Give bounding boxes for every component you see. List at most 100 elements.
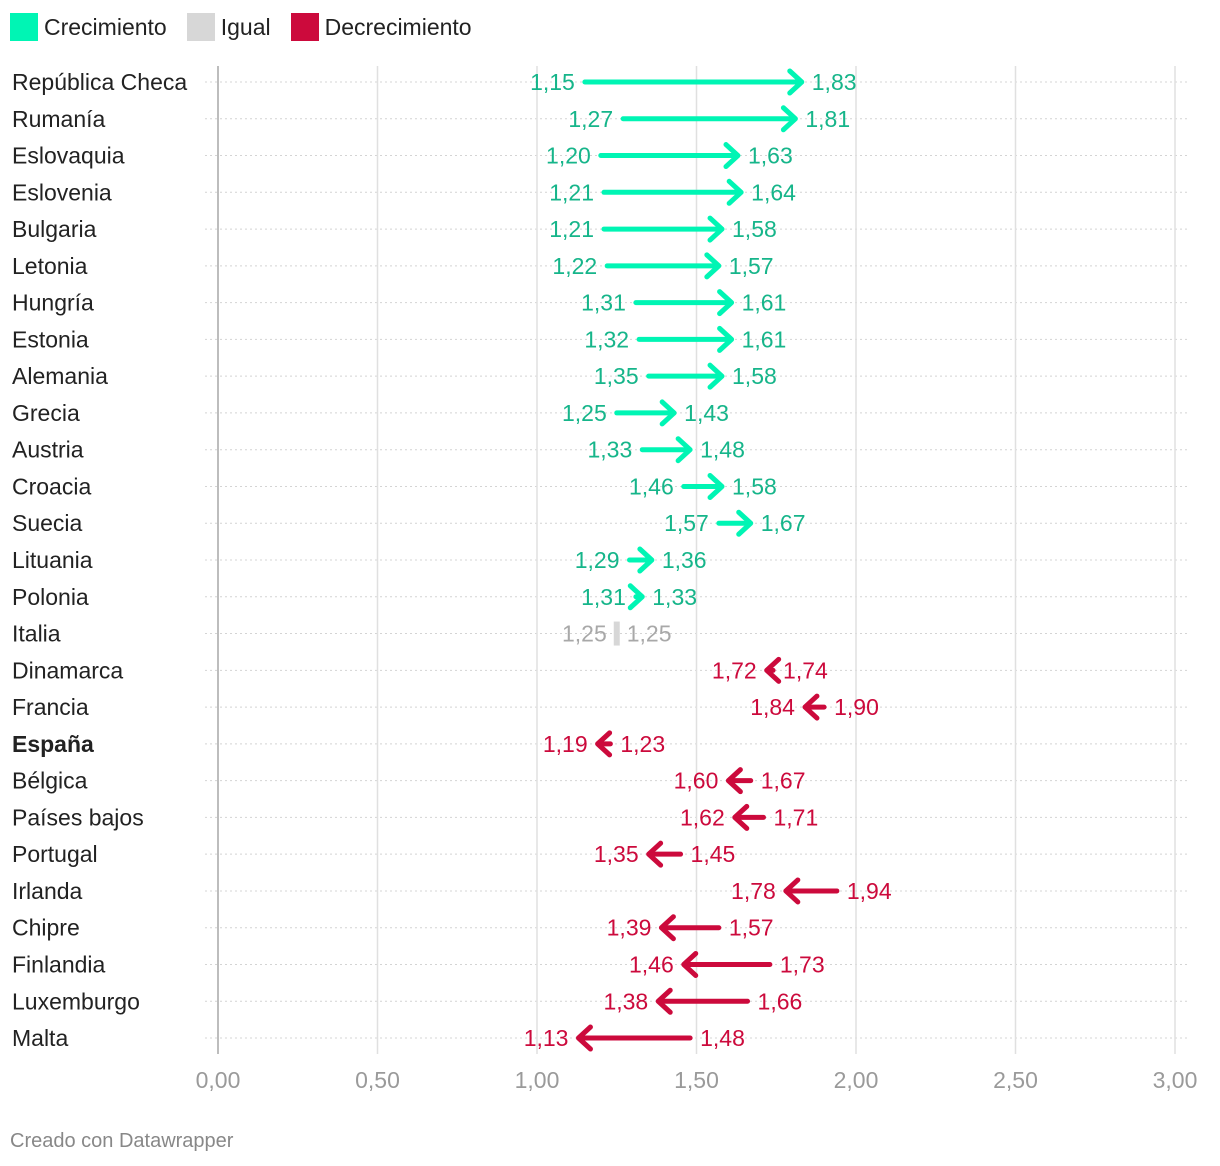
value-label-start: 1,31 [581, 290, 626, 316]
arrow-head [787, 68, 805, 96]
value-label-start: 1,45 [691, 841, 736, 867]
value-label-start: 1,67 [761, 768, 806, 794]
arrow-head [575, 1024, 593, 1052]
arrow-head [707, 472, 725, 500]
value-label-start: 1,71 [773, 804, 818, 830]
row-label: Luxemburgo [12, 988, 140, 1014]
value-label-start: 1,48 [700, 1025, 745, 1051]
row-label: Eslovaquia [12, 143, 125, 169]
row-label: Croacia [12, 473, 91, 499]
arrow-head [725, 767, 743, 795]
value-label-start: 1,20 [546, 143, 591, 169]
value-label-end: 1,78 [731, 878, 776, 904]
value-label-start: 1,57 [664, 510, 709, 536]
value-label-end: 1,67 [761, 510, 806, 536]
row-label: Lituania [12, 547, 93, 573]
x-tick-label: 0,00 [196, 1067, 241, 1093]
value-label-start: 1,57 [729, 915, 774, 941]
value-label-end: 1,64 [751, 179, 796, 205]
row-label: Irlanda [12, 878, 83, 904]
value-label-end: 1,35 [594, 841, 639, 867]
value-label-start: 1,66 [758, 988, 803, 1014]
x-tick-label: 2,50 [993, 1067, 1038, 1093]
arrow-head [704, 252, 722, 280]
value-label-end: 1,63 [748, 143, 793, 169]
arrow-head [717, 289, 735, 317]
arrow-head [707, 362, 725, 390]
value-label-end: 1,19 [543, 731, 588, 757]
value-label-start: 1,21 [549, 179, 594, 205]
x-tick-label: 2,00 [834, 1067, 879, 1093]
x-tick-label: 1,00 [515, 1067, 560, 1093]
legend-item-decline: Decrecimiento [290, 13, 472, 41]
value-label-start: 1,94 [847, 878, 892, 904]
row-label: Austria [12, 437, 84, 463]
value-label-start: 1,21 [549, 216, 594, 242]
value-label-end: 1,61 [742, 326, 787, 352]
arrow-head [595, 730, 613, 758]
x-tick-label: 0,50 [355, 1067, 400, 1093]
arrow-head [764, 656, 782, 684]
value-label-end: 1,81 [805, 106, 850, 132]
legend-label-equal: Igual [220, 13, 271, 40]
value-label-start: 1,35 [594, 363, 639, 389]
value-label-end: 1,83 [812, 69, 857, 95]
value-label-end: 1,25 [627, 621, 672, 647]
row-label: Bulgaria [12, 216, 97, 242]
row-label: Portugal [12, 841, 98, 867]
equal-marker [613, 621, 620, 646]
value-label-end: 1,46 [629, 951, 674, 977]
row-label: Francia [12, 694, 89, 720]
row-label: Países bajos [12, 804, 144, 830]
arrow-head [732, 803, 750, 831]
row-label: Rumanía [12, 106, 106, 132]
row-label: Letonia [12, 253, 88, 279]
row-label: Bélgica [12, 768, 88, 794]
value-label-end: 1,84 [750, 694, 795, 720]
value-label-end: 1,58 [732, 216, 777, 242]
arrow-head [637, 546, 655, 574]
arrow-head [655, 987, 673, 1015]
legend-label-decline: Decrecimiento [324, 13, 472, 40]
x-tick-label: 1,50 [674, 1067, 719, 1093]
row-label: Eslovenia [12, 179, 112, 205]
arrow-head [707, 215, 725, 243]
row-label: España [12, 731, 94, 757]
row-label: Dinamarca [12, 657, 123, 683]
value-label-start: 1,25 [562, 400, 607, 426]
value-label-end: 1,61 [742, 290, 787, 316]
row-label: Finlandia [12, 951, 106, 977]
arrow-head [726, 178, 744, 206]
legend-swatch-growth [10, 13, 38, 41]
value-label-end: 1,60 [674, 768, 719, 794]
value-label-end: 1,13 [524, 1025, 569, 1051]
value-label-start: 1,33 [588, 437, 633, 463]
row-label: Italia [12, 621, 61, 647]
value-label-end: 1,58 [732, 473, 777, 499]
value-label-start: 1,73 [780, 951, 825, 977]
row-label: Alemania [12, 363, 108, 389]
value-label-start: 1,22 [552, 253, 597, 279]
arrow-head [802, 693, 820, 721]
row-label: Polonia [12, 584, 89, 610]
value-label-start: 1,90 [834, 694, 879, 720]
arrow-head [717, 325, 735, 353]
value-label-start: 1,15 [530, 69, 575, 95]
value-label-end: 1,48 [700, 437, 745, 463]
legend-swatch-decline [290, 13, 319, 41]
row-label: Grecia [12, 400, 80, 426]
value-label-start: 1,29 [575, 547, 620, 573]
legend-swatch-equal [186, 13, 215, 41]
value-label-start: 1,31 [581, 584, 626, 610]
value-label-start: 1,25 [562, 621, 607, 647]
legend-label-growth: Crecimiento [44, 13, 167, 40]
footer-credit: Creado con Datawrapper [10, 1130, 234, 1152]
arrow-head [627, 583, 645, 611]
row-label: República Checa [12, 69, 187, 95]
legend-item-growth: Crecimiento [10, 13, 167, 41]
row-label: Estonia [12, 326, 89, 352]
legend-item-equal: Igual [186, 13, 271, 41]
x-tick-label: 3,00 [1153, 1067, 1198, 1093]
arrow-head [658, 914, 676, 942]
